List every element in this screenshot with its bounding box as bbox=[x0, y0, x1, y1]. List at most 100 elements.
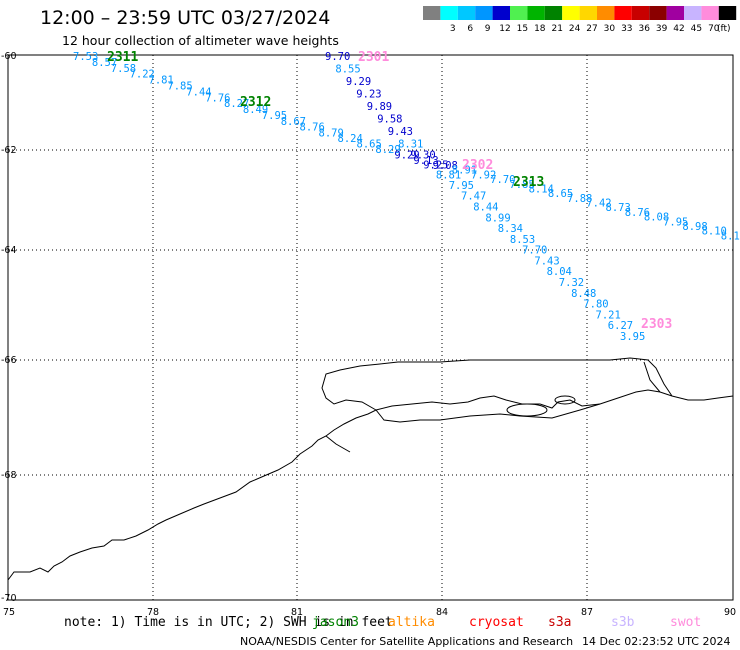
legend-label: 42 bbox=[673, 24, 684, 34]
wave-height-value: 7.85 bbox=[167, 81, 192, 93]
wave-height-value: 8.31 bbox=[398, 139, 423, 151]
wave-height-value: 8.55 bbox=[335, 64, 360, 76]
legend-swatch bbox=[718, 6, 737, 20]
wave-height-value: 7.88 bbox=[567, 193, 592, 205]
wave-height-value: 8.14 bbox=[529, 184, 554, 196]
y-tick-label: -62 bbox=[1, 145, 17, 156]
legend-swatch bbox=[440, 6, 458, 20]
y-tick-label: -68 bbox=[1, 470, 17, 481]
coastline bbox=[7, 357, 734, 581]
y-axis-labels: -60 -62 -64 -66 -68 -70 bbox=[1, 51, 17, 604]
legend-label: 12 bbox=[499, 24, 510, 34]
legend-swatch bbox=[510, 6, 528, 20]
legend-label: 30 bbox=[604, 24, 616, 34]
wave-height-value: 9.13 bbox=[413, 155, 438, 167]
legend-label: 36 bbox=[638, 24, 650, 34]
map-subtitle: 12 hour collection of altimeter wave hei… bbox=[62, 33, 339, 48]
legend-swatch bbox=[562, 6, 580, 20]
wave-height-value: 8.48 bbox=[571, 288, 596, 300]
legend-swatch bbox=[527, 6, 545, 20]
legend-swatch bbox=[579, 6, 597, 20]
pass-label: 2301 bbox=[358, 50, 389, 65]
wave-height-value: 9.89 bbox=[367, 101, 392, 113]
wave-height-value: 7.95 bbox=[663, 216, 688, 228]
wave-height-value: 7.85 bbox=[509, 179, 534, 191]
note-text: note: 1) Time is in UTC; 2) SWH is in fe… bbox=[64, 615, 393, 630]
wave-height-value: 9.29 bbox=[394, 150, 419, 162]
wave-height-value: 9.43 bbox=[388, 126, 413, 138]
wave-height-value: 8.29 bbox=[375, 144, 400, 156]
legend-swatch bbox=[666, 6, 684, 20]
x-tick-label: 75 bbox=[3, 607, 15, 618]
wave-height-value: 8.76 bbox=[625, 207, 650, 219]
wave-height-value: 7.81 bbox=[149, 75, 174, 87]
wave-height-value: 8.10 bbox=[702, 226, 727, 238]
legend-swatch bbox=[597, 6, 615, 20]
wave-height-legend: 3 6 9 12 15 18 21 24 27 30 33 36 39 42 45 70 bbox=[423, 6, 737, 34]
wave-height-value: 8.53 bbox=[510, 234, 535, 246]
sat-cryosat-label: cryosat bbox=[469, 615, 524, 630]
y-tick-label: -60 bbox=[1, 51, 17, 62]
x-tick-label: 87 bbox=[581, 607, 593, 618]
ice-shelf-edge bbox=[325, 435, 351, 453]
legend-label: 6 bbox=[467, 24, 473, 34]
wave-height-value: 8.49 bbox=[243, 104, 268, 116]
wave-height-value: 7.70 bbox=[490, 174, 515, 186]
wave-height-value: 8.67 bbox=[281, 116, 306, 128]
wave-height-value: 8.65 bbox=[548, 188, 573, 200]
wave-height-value: 7.76 bbox=[205, 92, 230, 104]
legend-label: 45 bbox=[691, 24, 702, 34]
legend-label: 70 bbox=[708, 24, 720, 34]
legend-label: 24 bbox=[569, 24, 581, 34]
pass-label: 2311 bbox=[107, 50, 138, 65]
legend-unit: (ft) bbox=[717, 24, 731, 34]
wave-height-value: 8.65 bbox=[357, 139, 382, 151]
y-tick-label: -70 bbox=[1, 593, 17, 604]
legend-label: 39 bbox=[656, 24, 668, 34]
inner-coastline bbox=[375, 395, 601, 411]
legend-label: 9 bbox=[485, 24, 491, 34]
legend-swatch bbox=[492, 6, 510, 20]
wave-height-value: 9.29 bbox=[346, 76, 371, 88]
legend-swatch bbox=[684, 6, 702, 20]
sat-swot-label: swot bbox=[670, 615, 701, 630]
wave-height-value: 8.73 bbox=[606, 202, 631, 214]
wave-height-value: 8.08 bbox=[644, 212, 669, 224]
antarctic-coastline bbox=[7, 389, 734, 581]
wave-height-value: 7.42 bbox=[586, 198, 611, 210]
legend-label: 15 bbox=[517, 24, 528, 34]
legend-swatch bbox=[544, 6, 563, 20]
wave-height-value: 8.99 bbox=[485, 212, 510, 224]
wave-height-value: 9.23 bbox=[356, 89, 381, 101]
legend-swatch bbox=[423, 6, 441, 20]
y-tick-label: -66 bbox=[1, 355, 17, 366]
legend-swatch bbox=[457, 6, 476, 20]
legend-label: 3 bbox=[450, 24, 456, 34]
legend-swatch bbox=[614, 6, 632, 20]
island bbox=[506, 403, 548, 417]
legend-swatch bbox=[701, 6, 719, 20]
wave-height-value: 8.81 bbox=[436, 170, 461, 182]
wave-height-value: 7.92 bbox=[471, 169, 496, 181]
wave-height-value: 7.95 bbox=[262, 110, 287, 122]
wave-height-value: 8.34 bbox=[498, 223, 523, 235]
legend-label: 27 bbox=[586, 24, 597, 34]
satellite-notes: note: 1) Time is in UTC; 2) SWH is in fe… bbox=[64, 615, 701, 630]
x-axis-labels: 75 78 81 84 87 90 bbox=[3, 607, 736, 618]
island bbox=[554, 395, 576, 405]
x-tick-label: 78 bbox=[147, 607, 159, 618]
wave-height-value: 8.76 bbox=[300, 122, 325, 134]
pass-label: 2313 bbox=[513, 175, 544, 190]
wave-height-value: 7.22 bbox=[130, 69, 155, 81]
wave-height-value: 7.80 bbox=[583, 299, 608, 311]
x-tick-label: 84 bbox=[436, 607, 448, 618]
legend-label: 33 bbox=[621, 24, 632, 34]
pass-label: 2302 bbox=[462, 158, 493, 173]
footer-credit: NOAA/NESDIS Center for Satellite Applica… bbox=[240, 635, 573, 648]
legend-label: 21 bbox=[551, 24, 562, 34]
wave-height-value: 7.58 bbox=[111, 63, 136, 75]
footer-timestamp: 14 Dec 02:23:52 UTC 2024 bbox=[582, 635, 730, 648]
sat-s3a-label: s3a bbox=[548, 615, 571, 630]
wave-height-value: 8.98 bbox=[682, 221, 707, 233]
